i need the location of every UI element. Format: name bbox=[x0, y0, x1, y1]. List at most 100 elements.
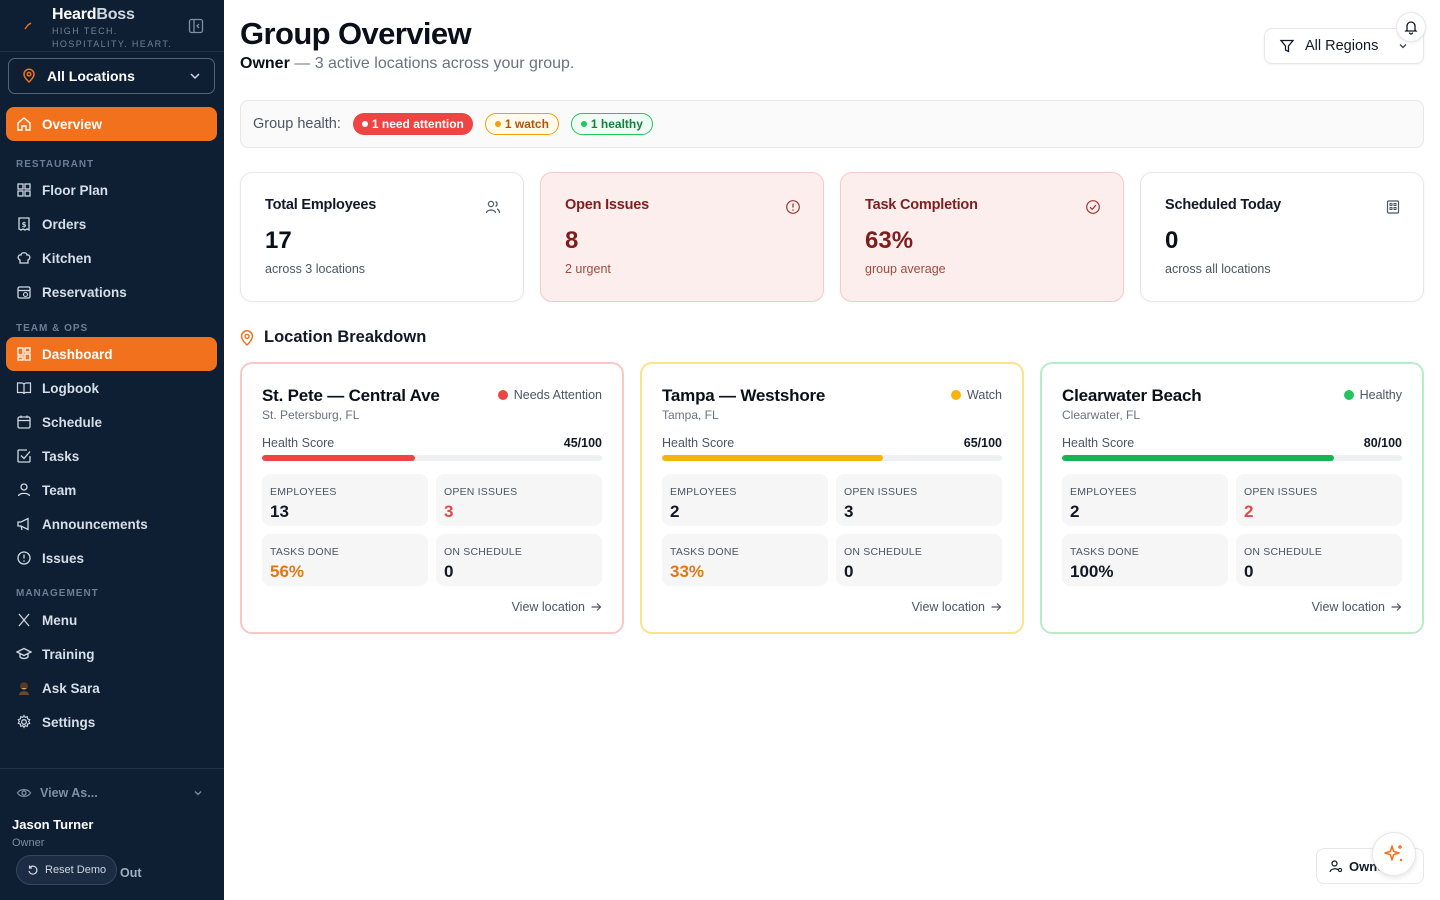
alert-circle-icon bbox=[17, 551, 31, 565]
arrow-right-icon bbox=[991, 603, 1002, 611]
health-badge-watch[interactable]: 1 watch bbox=[484, 113, 559, 135]
page-title: Group Overview bbox=[240, 16, 472, 51]
graduation-cap-icon bbox=[16, 647, 32, 660]
chef-hat-icon bbox=[17, 252, 31, 264]
view-location-link[interactable]: View location bbox=[912, 600, 1002, 614]
sidebar-item-overview[interactable]: Overview bbox=[6, 107, 217, 141]
main-content: Group Overview Owner — 3 active location… bbox=[224, 0, 1440, 900]
sidebar-item-label: Menu bbox=[42, 612, 78, 628]
sidebar-item-tasks[interactable]: Tasks bbox=[6, 439, 217, 473]
stat-card-scheduled-today: Scheduled Today 0 across all locations bbox=[1140, 172, 1424, 302]
sidebar-item-label: Overview bbox=[42, 116, 103, 132]
megaphone-icon bbox=[17, 517, 29, 531]
sidebar-item-label: Training bbox=[42, 646, 95, 662]
status-dot bbox=[951, 390, 962, 400]
stat-title: Open Issues bbox=[565, 197, 650, 213]
sidebar-item-issues[interactable]: Issues bbox=[6, 541, 217, 575]
status-badge: Needs Attention bbox=[497, 388, 602, 402]
sidebar-item-schedule[interactable]: Schedule bbox=[6, 405, 217, 439]
stat-value: 0 bbox=[1165, 227, 1179, 254]
view-as-toggle[interactable]: View As... bbox=[16, 785, 208, 801]
location-card-st-pete[interactable]: St. Pete — Central Ave St. Petersburg, F… bbox=[240, 362, 624, 634]
sidebar-item-kitchen[interactable]: Kitchen bbox=[6, 241, 217, 275]
health-score-fill bbox=[662, 455, 883, 461]
sidebar-item-logbook[interactable]: Logbook bbox=[6, 371, 217, 405]
metric-employees: EMPLOYEES 13 bbox=[262, 474, 428, 526]
stat-card-total-employees: Total Employees 17 across 3 locations bbox=[240, 172, 524, 302]
health-badge-attention[interactable]: 1 need attention bbox=[352, 113, 473, 135]
user-name: Jason Turner bbox=[12, 817, 94, 832]
sign-out-link[interactable]: Out bbox=[120, 866, 142, 880]
building-icon bbox=[1386, 200, 1400, 214]
stat-value: 17 bbox=[265, 227, 292, 254]
sidebar-item-label: Team bbox=[42, 482, 77, 498]
sidebar-item-label: Logbook bbox=[42, 380, 99, 396]
sidebar-item-training[interactable]: Training bbox=[6, 637, 217, 671]
location-selector[interactable]: All Locations bbox=[8, 58, 215, 94]
sidebar-item-settings[interactable]: Settings bbox=[6, 705, 217, 739]
health-score-value: 45/100 bbox=[563, 436, 602, 450]
user-cog-icon bbox=[1329, 860, 1343, 873]
stat-value: 8 bbox=[565, 227, 579, 254]
sidebar-item-ask-sara[interactable]: Ask Sara bbox=[6, 671, 217, 705]
metric-on-schedule: ON SCHEDULE 0 bbox=[1236, 534, 1402, 586]
metric-open-issues: OPEN ISSUES 3 bbox=[836, 474, 1002, 526]
location-card-tampa[interactable]: Tampa — Westshore Tampa, FL Watch Health… bbox=[640, 362, 1024, 634]
sidebar-item-menu[interactable]: Menu bbox=[6, 603, 217, 637]
location-name: Tampa — Westshore bbox=[662, 386, 826, 405]
sidebar-item-label: Floor Plan bbox=[42, 182, 109, 198]
view-location-link[interactable]: View location bbox=[512, 600, 602, 614]
eye-icon bbox=[16, 789, 32, 797]
health-score-bar bbox=[1062, 455, 1402, 461]
stat-note: across 3 locations bbox=[265, 262, 366, 276]
notifications-button[interactable] bbox=[1396, 12, 1426, 42]
assistant-avatar-icon bbox=[19, 682, 29, 695]
sidebar-item-orders[interactable]: $ Orders bbox=[6, 207, 217, 241]
sidebar-item-label: Announcements bbox=[42, 516, 148, 532]
arrow-right-icon bbox=[1391, 603, 1402, 611]
rotate-ccw-icon bbox=[28, 865, 38, 875]
calendar-clock-icon bbox=[17, 286, 31, 299]
brand: HeardBoss HIGH TECH. HOSPITALITY. HEART. bbox=[0, 0, 224, 52]
map-pin-icon bbox=[23, 68, 35, 84]
view-location-link[interactable]: View location bbox=[1312, 600, 1402, 614]
sidebar-item-label: Dashboard bbox=[42, 346, 113, 362]
users-icon bbox=[485, 200, 501, 214]
chevron-down-icon bbox=[194, 791, 202, 796]
svg-text:$: $ bbox=[22, 221, 27, 229]
sidebar-item-label: Settings bbox=[42, 714, 96, 730]
region-filter[interactable]: All Regions bbox=[1264, 28, 1424, 64]
logo-icon bbox=[24, 22, 32, 30]
sidebar-item-team[interactable]: Team bbox=[6, 473, 217, 507]
chevron-down-icon bbox=[1399, 44, 1407, 49]
health-score-value: 65/100 bbox=[963, 436, 1002, 450]
sidebar: HeardBoss HIGH TECH. HOSPITALITY. HEART.… bbox=[0, 0, 224, 900]
status-dot bbox=[1343, 390, 1354, 400]
metric-on-schedule: ON SCHEDULE 0 bbox=[436, 534, 602, 586]
health-score-value: 80/100 bbox=[1363, 436, 1402, 450]
metric-employees: EMPLOYEES 2 bbox=[1062, 474, 1228, 526]
location-card-clearwater[interactable]: Clearwater Beach Clearwater, FL Healthy … bbox=[1040, 362, 1424, 634]
view-as-label: View As... bbox=[40, 786, 98, 800]
sidebar-item-floor-plan[interactable]: Floor Plan bbox=[6, 173, 217, 207]
sidebar-item-announcements[interactable]: Announcements bbox=[6, 507, 217, 541]
status-badge: Watch bbox=[951, 388, 1002, 402]
sidebar-item-dashboard[interactable]: Dashboard bbox=[6, 337, 217, 371]
location-city: St. Petersburg, FL bbox=[262, 408, 360, 422]
gear-icon bbox=[17, 714, 31, 729]
sidebar-item-reservations[interactable]: Reservations bbox=[6, 275, 217, 309]
arrow-right-icon bbox=[591, 603, 602, 611]
health-badge-healthy[interactable]: 1 healthy bbox=[570, 113, 653, 135]
reset-demo-button[interactable]: Reset Demo bbox=[16, 855, 118, 885]
sidebar-item-label: Issues bbox=[42, 550, 85, 566]
collapse-sidebar-icon[interactable] bbox=[188, 18, 204, 34]
ai-assistant-button[interactable] bbox=[1372, 832, 1416, 876]
chevron-down-icon bbox=[190, 73, 200, 80]
book-open-icon bbox=[16, 382, 32, 395]
health-score-fill bbox=[1062, 455, 1334, 461]
utensils-icon bbox=[18, 613, 30, 627]
sidebar-item-label: Reservations bbox=[42, 284, 127, 300]
location-name: St. Pete — Central Ave bbox=[262, 386, 440, 405]
dashboard-icon bbox=[17, 347, 31, 361]
alert-circle-icon bbox=[786, 200, 800, 214]
